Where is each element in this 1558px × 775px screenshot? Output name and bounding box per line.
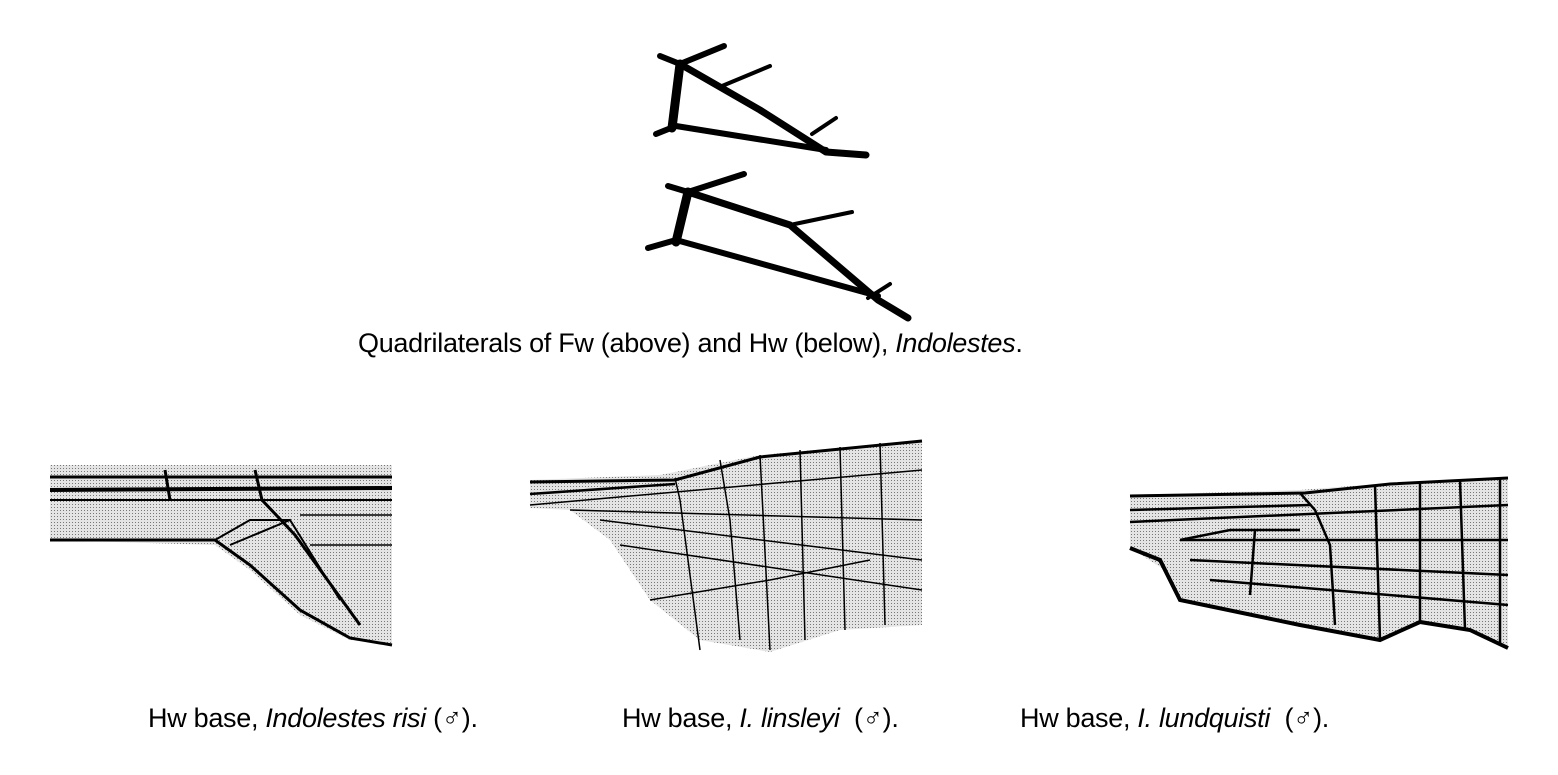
wing-drawing-indolestes-risi (49, 465, 393, 647)
caption-i-lundquisti: Hw base, I. lundquisti (♂). (1020, 703, 1329, 734)
caption-i-linsleyi: Hw base, I. linsleyi (♂). (622, 703, 899, 734)
caption-text: Quadrilaterals of Fw (above) and Hw (bel… (358, 328, 896, 358)
wing-drawing-i-linsleyi (529, 439, 923, 652)
caption-end: . (1015, 328, 1023, 358)
fw-quadrilateral-drawing (653, 43, 870, 159)
caption-suffix: (♂). (1270, 703, 1329, 733)
caption-indolestes-risi: Hw base, Indolestes risi (♂). (148, 703, 478, 734)
hw-quadrilateral-drawing (645, 171, 912, 322)
caption-species: I. linsleyi (739, 703, 840, 733)
caption-species: Indolestes risi (265, 703, 426, 733)
caption-prefix: Hw base, (1020, 703, 1138, 733)
caption-suffix: (♂). (425, 703, 478, 733)
caption-genus: Indolestes (895, 328, 1016, 358)
caption-prefix: Hw base, (622, 703, 740, 733)
caption-species: I. lundquisti (1137, 703, 1271, 733)
caption-prefix: Hw base, (148, 703, 266, 733)
wing-drawing-i-lundquisti (1129, 476, 1509, 650)
quadrilaterals-caption: Quadrilaterals of Fw (above) and Hw (bel… (358, 328, 1023, 359)
caption-suffix: (♂). (839, 703, 899, 733)
